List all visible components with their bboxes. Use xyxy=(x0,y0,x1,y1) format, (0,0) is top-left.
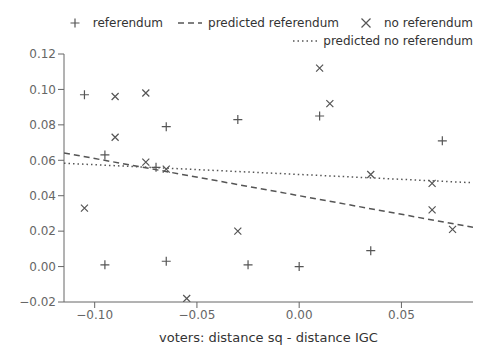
svg-text:0.00: 0.00 xyxy=(286,308,313,322)
svg-text:0.05: 0.05 xyxy=(388,308,415,322)
html-text:predicted referendum: predicted referendum xyxy=(208,16,339,30)
svg-text:voters: distance sq - distance: voters: distance sq - distance IGC xyxy=(159,330,378,345)
svg-text:0.02: 0.02 xyxy=(29,224,56,238)
html-text:referendum: referendum xyxy=(92,16,163,30)
html-text:no referendum: no referendum xyxy=(384,16,473,30)
svg-text:0.08: 0.08 xyxy=(29,118,56,132)
svg-text:−0.10: −0.10 xyxy=(76,308,113,322)
svg-text:0.00: 0.00 xyxy=(29,260,56,274)
svg-text:−0.05: −0.05 xyxy=(179,308,216,322)
html-text:predicted no referendum: predicted no referendum xyxy=(323,34,473,48)
svg-text:0.06: 0.06 xyxy=(29,154,56,168)
svg-text:0.12: 0.12 xyxy=(29,47,56,61)
svg-text:0.04: 0.04 xyxy=(29,189,56,203)
svg-text:−0.02: −0.02 xyxy=(19,295,56,309)
svg-text:0.10: 0.10 xyxy=(29,83,56,97)
